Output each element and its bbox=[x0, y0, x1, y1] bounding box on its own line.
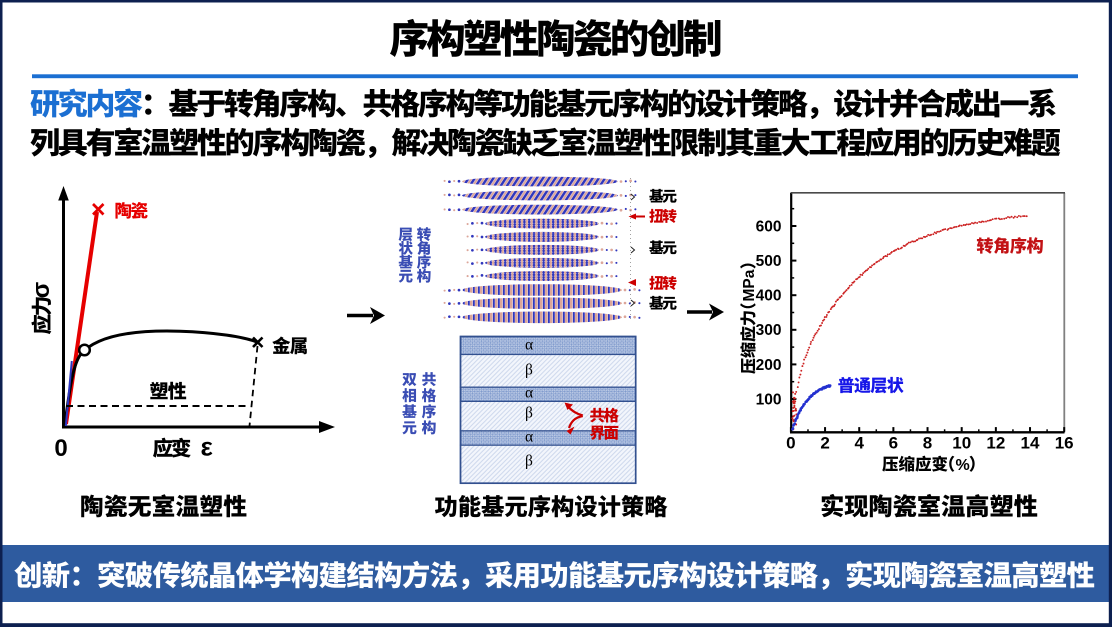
svg-text:300: 300 bbox=[756, 322, 782, 339]
svg-text:%: % bbox=[956, 457, 970, 474]
svg-text:α: α bbox=[525, 385, 533, 402]
svg-text:α: α bbox=[525, 337, 533, 354]
svg-text:β: β bbox=[525, 453, 533, 470]
svg-text:400: 400 bbox=[756, 288, 782, 305]
svg-text:14: 14 bbox=[1021, 434, 1040, 453]
svg-text:500: 500 bbox=[756, 253, 782, 270]
svg-text:0: 0 bbox=[54, 435, 67, 462]
svg-text:12: 12 bbox=[986, 434, 1005, 453]
svg-text:MPa: MPa bbox=[741, 269, 758, 301]
svg-text:2: 2 bbox=[820, 434, 829, 453]
svg-text:β: β bbox=[525, 404, 533, 421]
svg-text:8: 8 bbox=[923, 434, 932, 453]
svg-text:6: 6 bbox=[889, 434, 898, 453]
svg-text:β: β bbox=[525, 362, 533, 379]
svg-text:10: 10 bbox=[952, 434, 971, 453]
svg-text:σ: σ bbox=[28, 282, 55, 298]
svg-text:200: 200 bbox=[756, 357, 782, 374]
svg-text:100: 100 bbox=[756, 391, 782, 408]
svg-text:ε: ε bbox=[201, 432, 213, 462]
svg-text:0: 0 bbox=[786, 434, 795, 453]
svg-text:16: 16 bbox=[1055, 434, 1074, 453]
svg-text:α: α bbox=[525, 428, 533, 445]
svg-text:600: 600 bbox=[756, 218, 782, 235]
svg-text:4: 4 bbox=[854, 434, 864, 453]
